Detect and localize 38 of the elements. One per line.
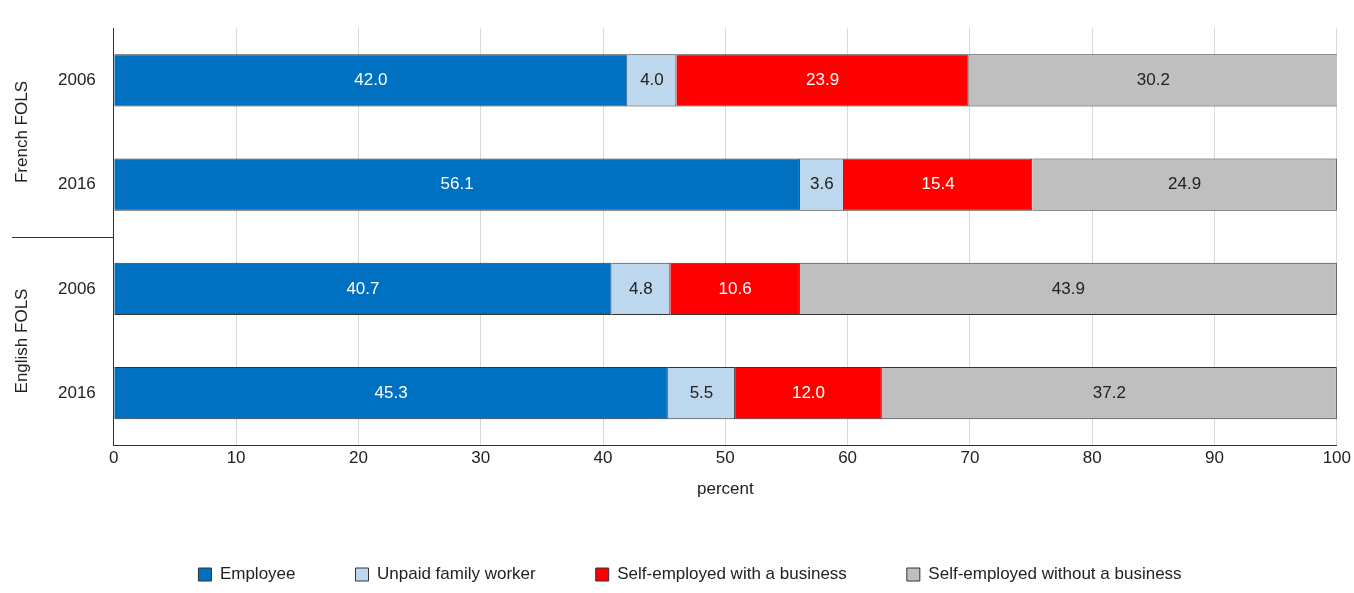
- data-label: 3.6: [810, 174, 834, 194]
- x-tick-label: 90: [1205, 448, 1224, 468]
- data-label: 40.7: [346, 278, 380, 298]
- legend-label: Employee: [219, 564, 296, 584]
- y-tick-label: 2006: [57, 70, 96, 90]
- data-label: 43.9: [1051, 278, 1085, 298]
- data-label: 30.2: [1136, 70, 1170, 90]
- data-label: 12.0: [791, 382, 826, 402]
- y-tick-label: 2006: [57, 278, 96, 298]
- data-label: 37.2: [1092, 382, 1126, 402]
- data-label: 56.1: [440, 174, 474, 194]
- y-tick-label: 2016: [57, 382, 96, 402]
- legend-label: Unpaid family worker: [377, 564, 537, 584]
- x-tick-label: 20: [348, 448, 368, 468]
- data-label: 5.5: [689, 382, 714, 402]
- text: English FOLS: [12, 288, 32, 394]
- x-tick-label: 70: [960, 448, 980, 468]
- data-label: 45.3: [374, 382, 408, 402]
- x-tick-label: 50: [715, 448, 735, 468]
- x-tick-label: 30: [471, 448, 491, 468]
- text: French FOLS: [12, 81, 32, 184]
- data-label: 10.6: [718, 278, 752, 298]
- x-tick-label: 100: [1322, 448, 1352, 468]
- x-tick-label: 10: [226, 448, 246, 468]
- x-tick-label: 80: [1082, 448, 1102, 468]
- data-label: 4.8: [629, 278, 653, 298]
- x-tick-label: 0: [109, 448, 119, 468]
- data-label: 24.9: [1168, 174, 1202, 194]
- x-axis-title: percent: [696, 479, 754, 499]
- data-label: 15.4: [921, 174, 955, 194]
- data-label: 23.9: [806, 70, 840, 90]
- legend-label: Self-employed without a business: [928, 564, 1182, 584]
- data-label: 4.0: [640, 70, 664, 90]
- x-tick-label: 40: [593, 448, 613, 468]
- legend-label: Self-employed with a business: [617, 564, 847, 584]
- x-tick-label: 60: [838, 448, 858, 468]
- data-label: 42.0: [354, 70, 388, 90]
- y-tick-label: 2016: [57, 174, 96, 194]
